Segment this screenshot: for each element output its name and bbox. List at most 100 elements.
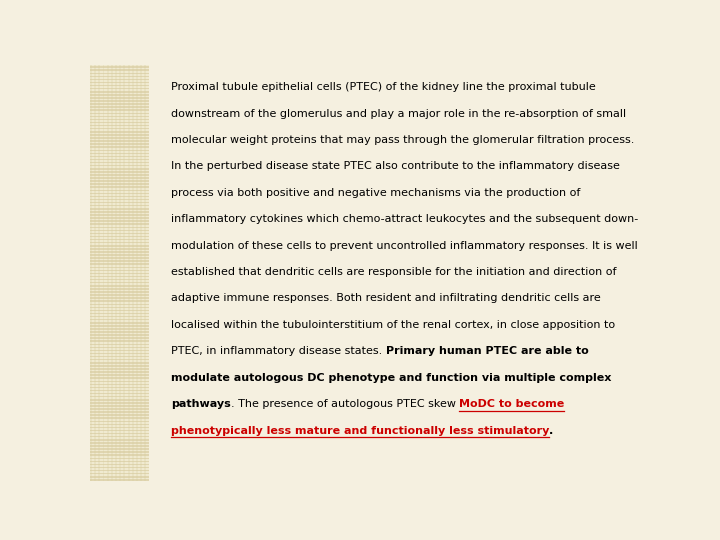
Bar (90, 397, 148, 399)
Bar (90, 236, 148, 237)
Text: modulation of these cells to prevent uncontrolled inflammatory responses. It is : modulation of these cells to prevent unc… (171, 241, 638, 251)
Bar (90, 439, 148, 441)
Text: In the perturbed disease state PTEC also contribute to the inflammatory disease: In the perturbed disease state PTEC also… (171, 161, 620, 172)
Bar (90, 342, 148, 343)
Bar (90, 103, 148, 105)
Text: Primary human PTEC are able to: Primary human PTEC are able to (386, 346, 588, 356)
Bar (90, 338, 148, 339)
Bar (90, 168, 148, 170)
Bar (90, 114, 148, 116)
Bar (90, 171, 148, 173)
Bar (90, 422, 148, 423)
Bar (90, 225, 148, 226)
Bar (90, 219, 148, 220)
Bar (90, 230, 148, 231)
Bar (90, 117, 148, 119)
Bar (90, 403, 148, 405)
Bar (90, 451, 148, 453)
Bar (90, 151, 148, 153)
Bar (90, 265, 148, 267)
Bar (90, 248, 148, 249)
Bar (90, 122, 148, 123)
Bar (90, 299, 148, 300)
Text: . The presence of autologous PTEC skew: . The presence of autologous PTEC skew (230, 399, 459, 409)
Bar (90, 268, 148, 269)
Bar (90, 453, 148, 455)
Bar (90, 177, 148, 179)
Bar (90, 210, 148, 211)
Bar (90, 416, 148, 417)
Bar (90, 445, 148, 447)
Bar (90, 314, 148, 316)
Bar (90, 405, 148, 407)
Bar (90, 473, 148, 475)
Bar (90, 353, 148, 354)
Bar (90, 308, 148, 309)
Bar (90, 411, 148, 413)
Bar (90, 143, 148, 145)
Bar (90, 339, 148, 340)
Bar (90, 428, 148, 430)
Bar (115, 65, 117, 481)
Bar (90, 88, 148, 90)
Bar (90, 85, 148, 86)
Bar (90, 72, 148, 74)
Bar (90, 444, 148, 445)
Bar (90, 410, 148, 411)
Bar (90, 166, 148, 168)
Bar (90, 347, 148, 348)
Bar (90, 220, 148, 222)
Bar (90, 427, 148, 428)
Bar (90, 70, 148, 71)
Bar (90, 459, 148, 461)
Bar (90, 165, 148, 166)
Bar (90, 372, 148, 373)
Bar (90, 191, 148, 193)
Bar (90, 381, 148, 382)
Bar (90, 247, 148, 248)
Bar (90, 307, 148, 308)
Bar (90, 226, 148, 228)
Bar (90, 199, 148, 200)
Bar (90, 390, 148, 392)
Bar (90, 399, 148, 401)
Bar (90, 86, 148, 88)
Bar (90, 374, 148, 376)
Bar (90, 195, 148, 197)
Bar (90, 340, 148, 342)
Bar (90, 442, 148, 444)
Bar (90, 331, 148, 333)
Bar (90, 417, 148, 419)
Bar (90, 287, 148, 288)
Bar (90, 325, 148, 327)
Bar (90, 467, 148, 468)
Bar (90, 256, 148, 257)
Bar (90, 160, 148, 162)
Bar (90, 279, 148, 280)
Bar (90, 249, 148, 251)
Bar (90, 156, 148, 157)
Bar (90, 211, 148, 213)
Bar (90, 97, 148, 99)
Bar (90, 296, 148, 298)
Bar (90, 68, 148, 70)
Bar (90, 228, 148, 230)
Bar (90, 327, 148, 328)
Text: localised within the tubulointerstitium of the renal cortex, in close apposition: localised within the tubulointerstitium … (171, 320, 615, 330)
Bar (90, 224, 148, 225)
Bar (90, 188, 148, 190)
Bar (90, 262, 148, 264)
Bar (90, 197, 148, 199)
Bar (90, 259, 148, 260)
Bar (90, 128, 148, 130)
Bar (90, 476, 148, 477)
Bar (90, 131, 148, 132)
Bar (90, 185, 148, 186)
Bar (90, 80, 148, 82)
Bar (90, 465, 148, 467)
Bar (90, 170, 148, 171)
Bar (90, 202, 148, 204)
Bar (90, 116, 148, 117)
Bar (90, 65, 148, 66)
Bar (90, 139, 148, 140)
